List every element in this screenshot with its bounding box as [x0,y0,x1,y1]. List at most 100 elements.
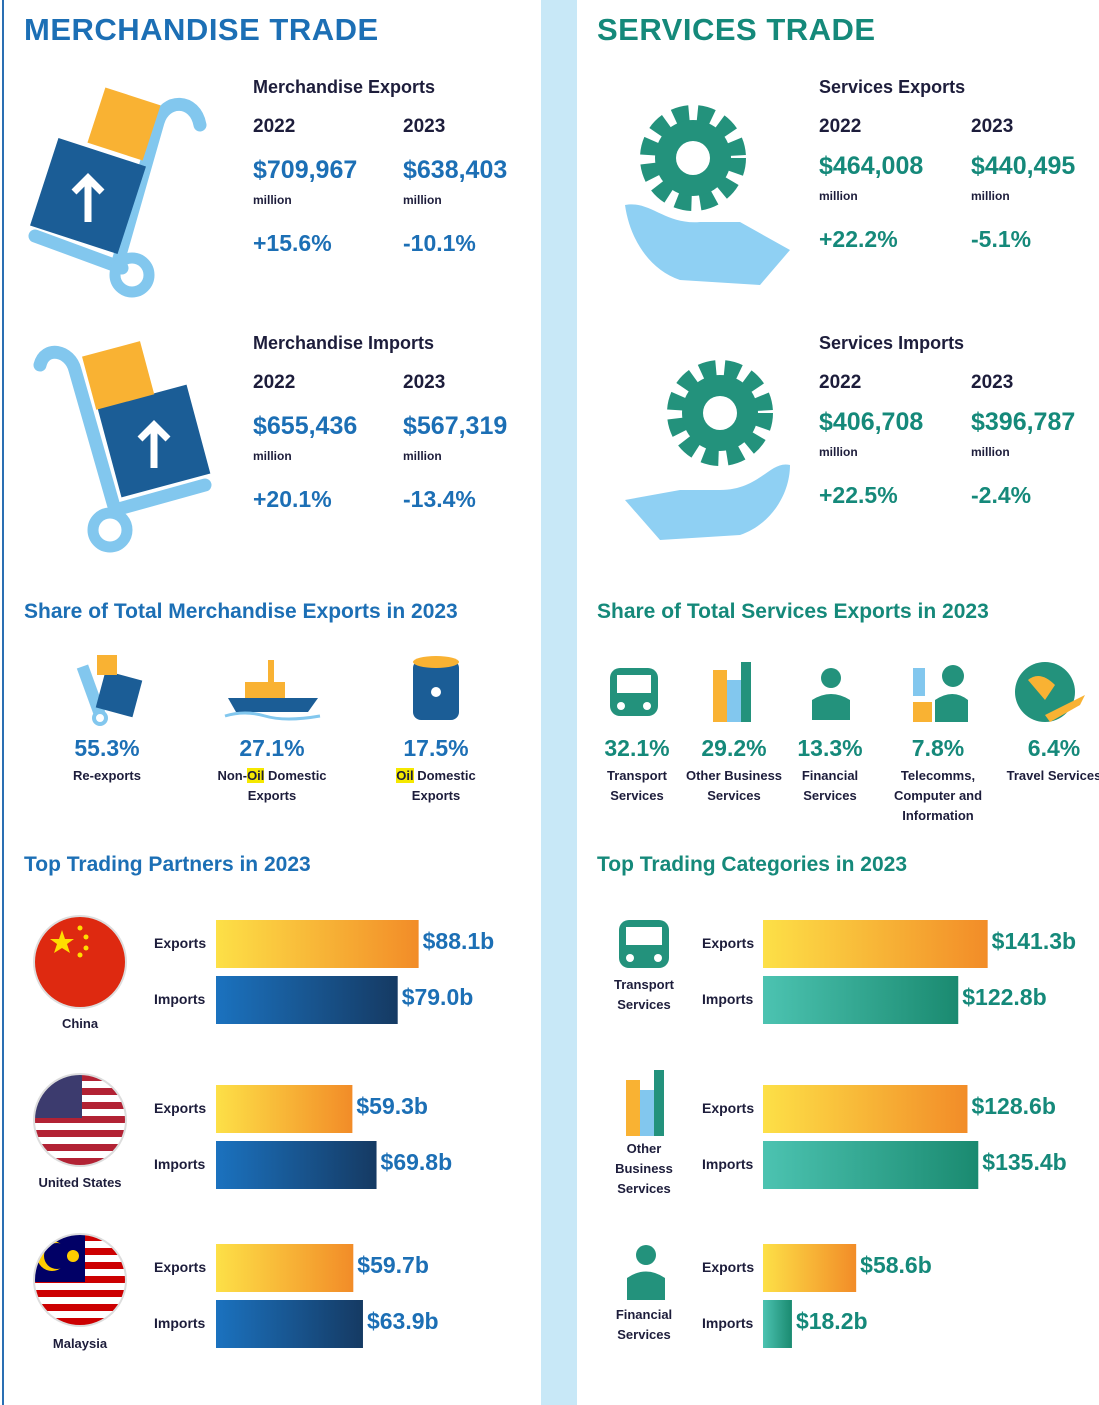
share-title: Share of Total Merchandise Exports in 20… [24,600,458,624]
gear-import-icon [625,369,790,540]
bar-value-label: $122.8b [962,984,1046,1011]
imports-text: Imports [702,1156,753,1172]
imports-bar [216,1300,363,1348]
row-name: Transport Services [604,975,684,1015]
section-title: SERVICES TRADE [597,12,876,48]
row-name: Malaysia [20,1334,140,1354]
bar-value-label: $18.2b [796,1308,868,1335]
bar-value-label: $69.8b [381,1149,453,1176]
year: 2022 [253,372,295,394]
share-icons-part [268,660,274,698]
share-label-part: Re-exports [73,768,141,783]
row-name: Financial Services [604,1305,684,1345]
frame-part [541,0,577,1405]
year: 2022 [819,116,861,138]
block-title: Merchandise Exports [253,77,435,98]
bar-value-label: $63.9b [367,1308,439,1335]
year: 2023 [403,372,445,394]
share-icons-part [812,694,850,720]
flags-part-part [30,910,130,1010]
exports-bar [763,920,988,968]
flags [30,910,130,1330]
exports-text: Exports [154,935,206,951]
gear-import-icon-part [703,396,737,430]
row-name: China [20,1014,140,1034]
flags-part-part [78,926,83,931]
category-icons-part [640,1090,654,1136]
block-title: Services Imports [819,333,964,354]
block-title: Services Exports [819,77,965,98]
category-icons-part [626,1080,640,1136]
exports-bar [216,1244,353,1292]
year: 2023 [971,116,1013,138]
share-label: Non-Oil Domestic Exports [217,766,327,806]
share-icons-part [225,713,320,719]
share-value: 55.3% [57,735,157,762]
share-label-part: Oil [396,768,413,783]
graphics [0,0,1099,1405]
share-label-part: Financial Services [802,768,858,803]
bar-value-label: $128.6b [971,1093,1055,1120]
bar-value-label: $59.7b [357,1252,429,1279]
category-icons-part [627,1272,665,1301]
category-icons-part [654,1070,664,1136]
gear-import-icon-part [625,464,790,540]
change: +20.1% [253,486,332,513]
change: -13.4% [403,486,476,513]
share-label-part: Telecomms, Computer and Information [894,768,982,823]
share-label: Oil Domestic Exports [381,766,491,806]
share-icons-part [741,662,751,722]
share-label-part: Travel Services [1007,768,1099,783]
imports-text: Imports [154,1156,205,1172]
share-label: Other Business Services [679,766,789,806]
year: 2023 [403,116,445,138]
year: 2022 [819,372,861,394]
bar-value-label: $135.4b [982,1149,1066,1176]
year: 2023 [971,372,1013,394]
bar-section-title: Top Trading Categories in 2023 [597,853,907,877]
flags-part-part [30,1290,130,1297]
imports-bar [763,976,958,1024]
exports-text: Exports [702,1259,754,1275]
category-icons-part [626,954,634,962]
flags-part-part [30,1130,130,1137]
exports-text: Exports [154,1259,206,1275]
share-icons-part [617,702,625,710]
year: 2022 [253,116,295,138]
share-label-part: Oil [247,768,264,783]
value: $440,495 [971,152,1075,181]
bar-value-label: $79.0b [402,984,474,1011]
share-label-part: Non- [217,768,247,783]
share-icons-part [228,698,318,712]
share-icons-part [913,668,925,696]
category-icons-part [636,1245,656,1265]
imports-text: Imports [154,1315,205,1331]
share-icons-part [643,702,651,710]
bar-value-label: $58.6b [860,1252,932,1279]
bar-value-label: $141.3b [992,928,1076,955]
value: $655,436 [253,412,357,441]
flags-part-part [84,935,89,940]
category-icons-part [626,927,662,945]
imports-bar [216,1141,377,1189]
imports-text: Imports [702,991,753,1007]
unit: million [819,445,858,459]
category-icons-part [654,954,662,962]
value: $709,967 [253,156,357,185]
gear-export-icon [625,114,790,285]
exports-bar [216,920,419,968]
share-icons-part [821,668,841,688]
change: +22.5% [819,482,898,509]
value: $567,319 [403,412,507,441]
share-value: 13.3% [780,735,880,762]
unit: million [819,189,858,203]
change: -10.1% [403,230,476,257]
exports-bar [216,1085,352,1133]
share-value: 32.1% [587,735,687,762]
share-icons-part [935,694,968,722]
flags-part-part [67,1250,79,1262]
exports-bar [763,1085,967,1133]
value: $406,708 [819,408,923,437]
infographic: MERCHANDISE TRADEMerchandise Exports2022… [0,0,1099,1405]
block-title: Merchandise Imports [253,333,434,354]
